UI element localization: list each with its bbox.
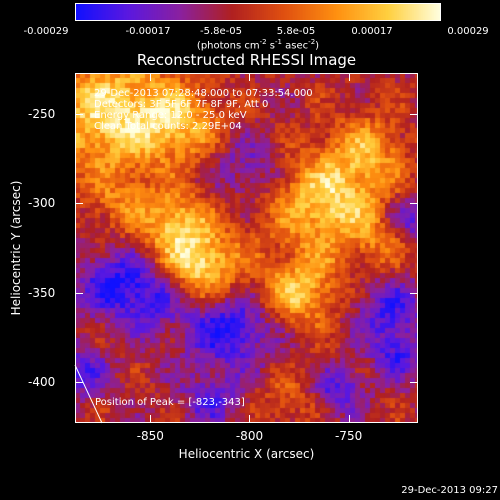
y-tick-mark — [75, 292, 83, 294]
y-tick-mark — [410, 114, 418, 116]
y-tick-mark — [410, 381, 418, 383]
y-tick-label: -300 — [28, 196, 56, 211]
y-tick-mark — [75, 114, 83, 116]
peak-position-label: Position of Peak = [-823,-343] — [95, 397, 245, 408]
info-total-counts: Clean Total counts: 2.29E+04 — [94, 121, 242, 132]
y-tick-label: -350 — [28, 285, 56, 300]
y-tick-mark — [75, 203, 83, 205]
y-tick-mark — [75, 381, 83, 383]
info-time-range: 29-Dec-2013 07:28:48.000 to 07:33:54.000 — [94, 88, 313, 99]
x-axis-label: Heliocentric X (arcsec) — [178, 447, 315, 461]
peak-pointer-line — [74, 364, 103, 424]
x-tick-mark — [150, 73, 152, 81]
x-tick-mark — [150, 415, 152, 423]
x-tick-mark — [249, 73, 251, 81]
y-tick-mark — [410, 292, 418, 294]
colorbar-frame — [75, 3, 441, 21]
info-energy-range: Energy Range: 12.0 - 25.0 keV — [94, 110, 247, 121]
render-timestamp: 29-Dec-2013 09:27 — [401, 485, 498, 496]
y-axis-label: Heliocentric Y (arcsec) — [9, 180, 23, 316]
colorbar-tick-label: 5.8e-05 — [276, 26, 316, 37]
colorbar-units: (photons cm-2 s-1 asec-2) — [196, 38, 320, 52]
plot-title: Reconstructed RHESSI Image — [136, 51, 357, 69]
x-tick-mark — [348, 415, 350, 423]
colorbar-tick-label: -5.8e-05 — [200, 26, 242, 37]
colorbar-tick-label: 0.00017 — [351, 26, 393, 37]
colorbar-tick-label: -0.00017 — [125, 26, 171, 37]
x-tick-label: -800 — [235, 429, 264, 443]
x-tick-mark — [348, 73, 350, 81]
colorbar — [75, 3, 441, 21]
x-tick-label: -750 — [334, 429, 363, 443]
colorbar-tick-label: 0.00029 — [447, 26, 489, 37]
info-detectors: Detectors: 3F 5F 6F 7F 8F 9F, Att 0 — [94, 99, 269, 110]
colorbar-tick-label: -0.00029 — [23, 26, 69, 37]
x-tick-label: -850 — [136, 429, 164, 443]
y-tick-label: -250 — [28, 107, 56, 122]
y-tick-mark — [410, 203, 418, 205]
plot-frame — [75, 73, 418, 423]
heatmap-image — [75, 73, 418, 423]
x-tick-mark — [249, 415, 251, 423]
y-tick-label: -400 — [28, 374, 56, 389]
